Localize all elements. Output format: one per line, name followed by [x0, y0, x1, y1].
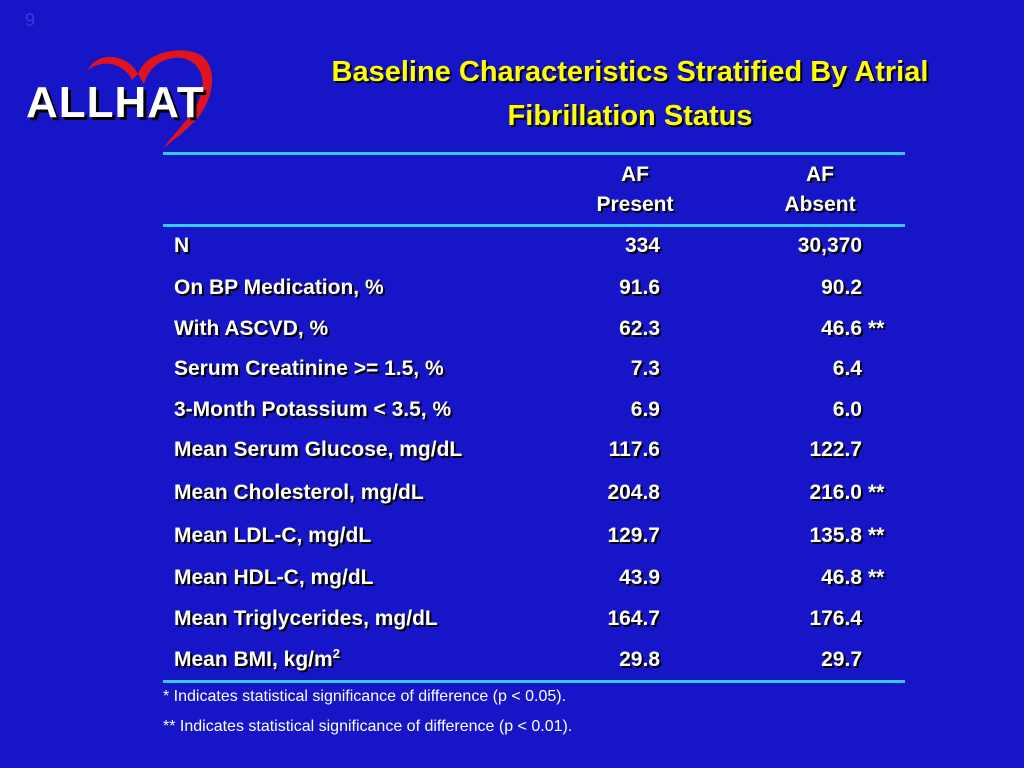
allhat-logo: ALLHAT: [20, 44, 260, 154]
row-label-text: Mean HDL-C, mg/dL: [174, 566, 374, 589]
col-header-af-present: AF Present: [565, 160, 705, 220]
table-bottom-rule: [163, 680, 905, 683]
significance-marker: **: [868, 317, 885, 340]
cell-af-absent: 30,370: [797, 234, 862, 257]
title-line-2: Fibrillation Status: [507, 100, 753, 132]
cell-af-present: 91.6: [619, 276, 660, 299]
cell-af-present: 7.3: [630, 357, 660, 380]
row-label-superscript: 2: [332, 646, 340, 661]
cell-af-absent: 6.0: [832, 398, 862, 421]
row-label: 3-Month Potassium < 3.5, %: [174, 398, 451, 422]
cell-af-absent: 29.7: [821, 648, 862, 671]
cell-af-present: 29.8: [619, 648, 660, 671]
cell-af-present: 129.7: [607, 524, 660, 547]
row-label: Mean BMI, kg/m2: [174, 646, 340, 672]
heart-icon: [88, 50, 213, 148]
row-label-text: Mean Serum Glucose, mg/dL: [174, 438, 463, 461]
cell-af-present: 164.7: [607, 607, 660, 630]
row-label: Mean HDL-C, mg/dL: [174, 566, 374, 590]
cell-af-present: 334: [624, 234, 660, 257]
row-label-text: N: [174, 234, 190, 257]
col-header-af-absent-line1: AF: [806, 163, 834, 186]
cell-af-absent: 46.6: [821, 317, 862, 340]
slide-number: 9: [25, 10, 36, 30]
row-label-text: On BP Medication, %: [174, 276, 384, 299]
title-line-1: Baseline Characteristics Stratified By A…: [331, 56, 929, 88]
table-header-rule: [163, 224, 905, 227]
logo-text: ALLHAT: [26, 78, 205, 127]
row-label-text: Mean Triglycerides, mg/dL: [174, 607, 438, 630]
cell-af-present: 62.3: [619, 317, 660, 340]
row-label: Mean Cholesterol, mg/dL: [174, 481, 424, 505]
cell-af-absent: 135.8: [809, 524, 862, 547]
cell-af-absent: 90.2: [821, 276, 862, 299]
cell-af-present: 43.9: [619, 566, 660, 589]
cell-af-absent: 176.4: [809, 607, 862, 630]
slide-title: Baseline Characteristics Stratified By A…: [270, 50, 990, 138]
cell-af-absent: 216.0: [809, 481, 862, 504]
cell-af-present: 204.8: [607, 481, 660, 504]
row-label-text: Mean BMI, kg/m: [174, 648, 333, 671]
cell-af-absent: 122.7: [809, 438, 862, 461]
row-label: With ASCVD, %: [174, 317, 328, 341]
footnote-single: * Indicates statistical significance of …: [163, 688, 567, 705]
table-top-rule: [163, 152, 905, 155]
significance-marker: **: [868, 524, 885, 547]
row-label: N: [174, 234, 189, 258]
cell-af-present: 117.6: [608, 438, 660, 461]
row-label-text: With ASCVD, %: [174, 317, 329, 340]
row-label-text: Mean Cholesterol, mg/dL: [174, 481, 424, 504]
row-label: Mean Triglycerides, mg/dL: [174, 607, 438, 631]
footnote-double: ** Indicates statistical significance of…: [163, 718, 573, 735]
row-label-text: 3-Month Potassium < 3.5, %: [174, 398, 452, 421]
row-label: On BP Medication, %: [174, 276, 384, 300]
row-label-text: Serum Creatinine >= 1.5, %: [174, 357, 444, 380]
col-header-af-absent-line2: Absent: [784, 193, 856, 216]
row-label: Mean LDL-C, mg/dL: [174, 524, 371, 548]
cell-af-absent: 6.4: [832, 357, 862, 380]
col-header-af-present-line2: Present: [596, 193, 674, 216]
cell-af-present: 6.9: [630, 398, 660, 421]
row-label-text: Mean LDL-C, mg/dL: [174, 524, 372, 547]
row-label: Serum Creatinine >= 1.5, %: [174, 357, 444, 381]
row-label: Mean Serum Glucose, mg/dL: [174, 438, 462, 462]
col-header-af-absent: AF Absent: [750, 160, 890, 220]
significance-marker: **: [868, 566, 885, 589]
significance-marker: **: [868, 481, 885, 504]
cell-af-absent: 46.8: [821, 566, 862, 589]
col-header-af-present-line1: AF: [621, 163, 649, 186]
